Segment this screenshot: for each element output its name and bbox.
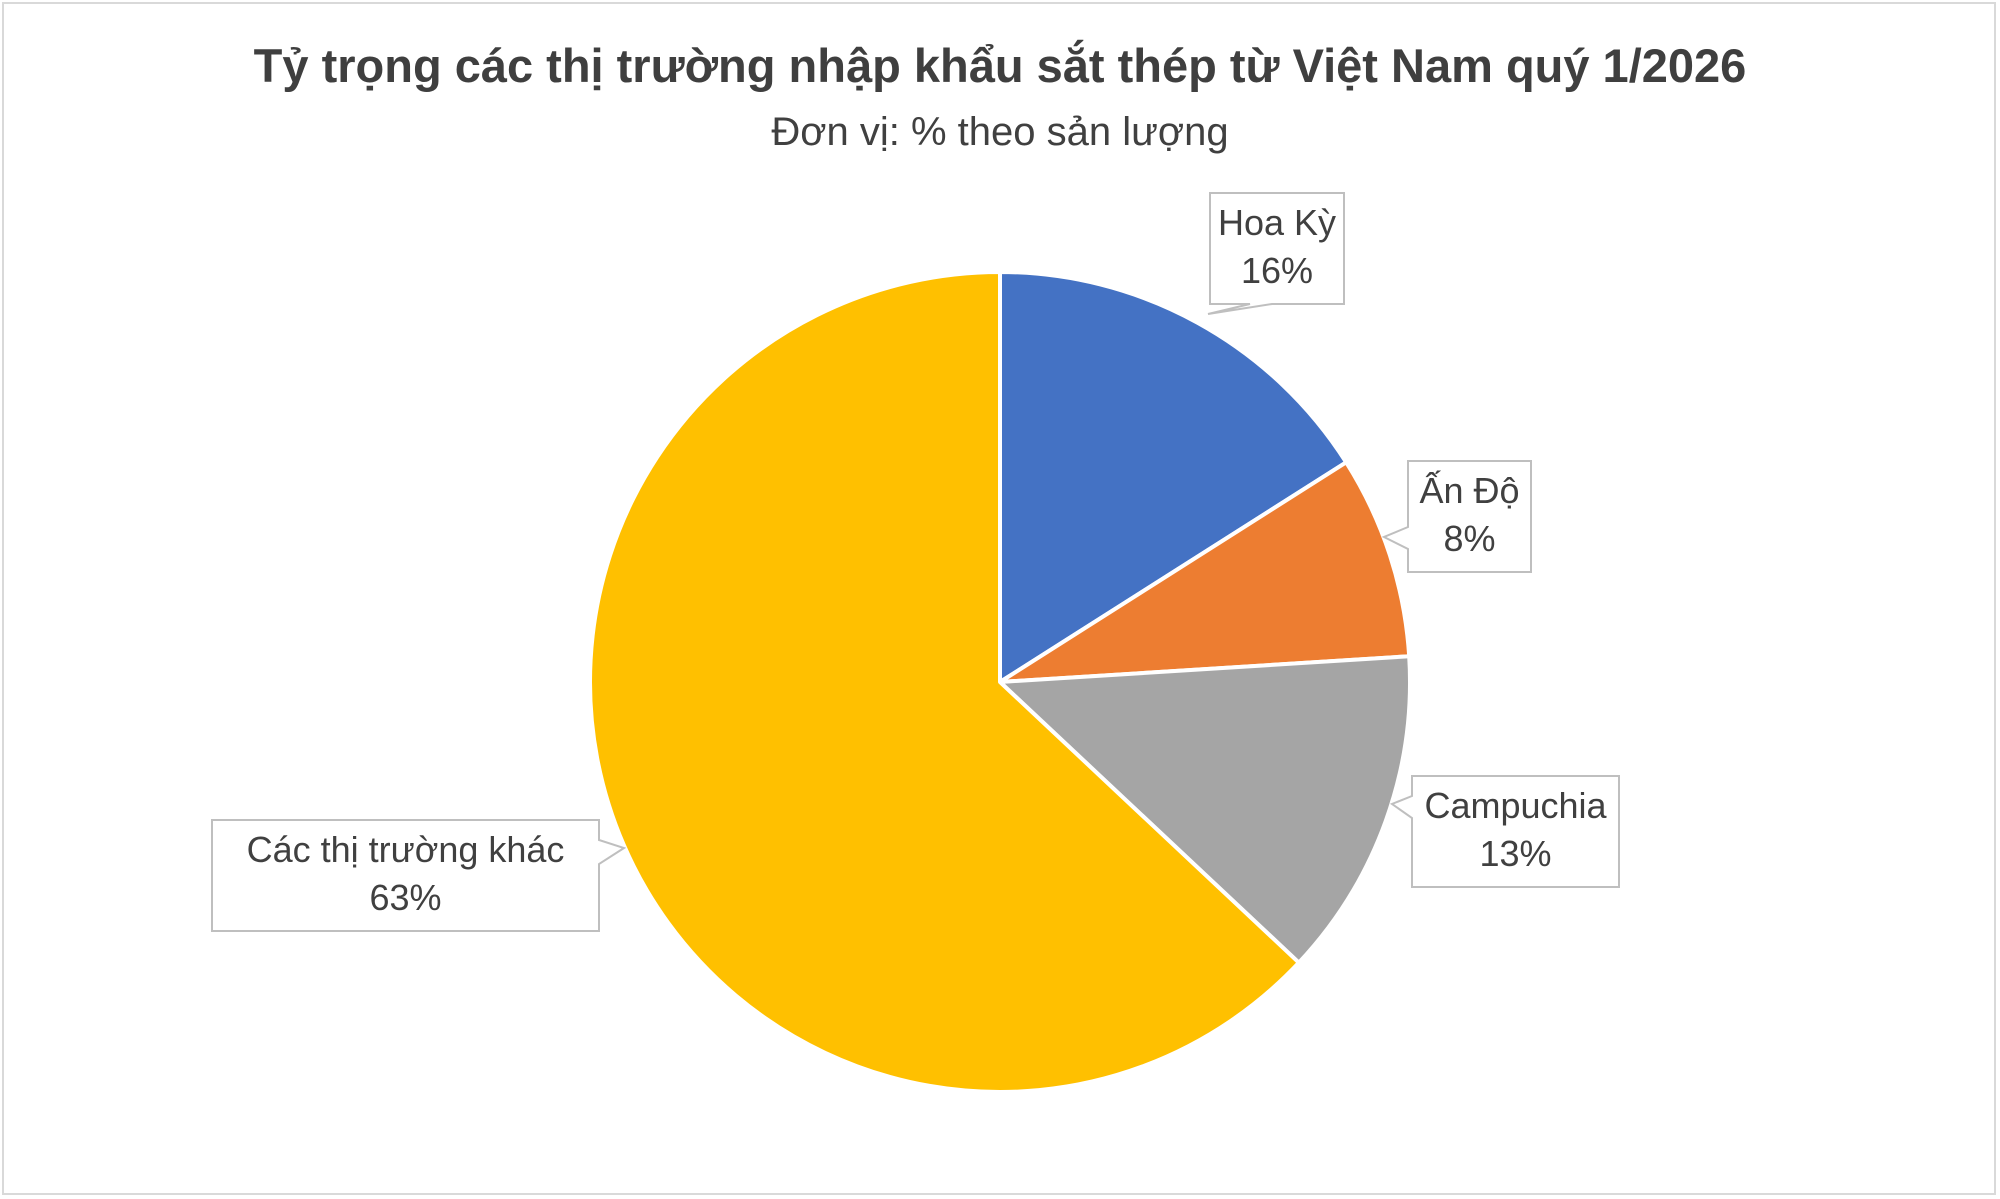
pie-slice-3 — [998, 654, 1412, 965]
pie-callouts: Hoa Kỳ 16% Ấn Độ 8% Campuchia 13% Các thị trườ… — [211, 192, 1620, 932]
pie-slice-4 — [588, 270, 1301, 1094]
data-label-value: 8% — [1443, 518, 1495, 559]
chart-subtitle: Đơn vị: % theo sản lượng — [771, 110, 1229, 154]
data-label-1: Hoa Kỳ 16% — [1207, 192, 1345, 315]
pie-slice-1 — [998, 270, 1349, 684]
data-label-box — [1207, 192, 1345, 315]
data-label-4: Các thị trường khác 63% — [211, 819, 627, 932]
pie-slices — [588, 270, 1412, 1094]
data-label-value: 63% — [369, 877, 441, 918]
data-label-category: Ấn Độ — [1419, 470, 1519, 511]
data-label-box — [211, 819, 627, 932]
pie-slice-2 — [998, 460, 1412, 684]
data-label-value: 16% — [1241, 250, 1313, 291]
data-label-category: Hoa Kỳ — [1218, 202, 1336, 243]
data-label-box — [1389, 775, 1620, 888]
data-label-value: 13% — [1479, 833, 1551, 874]
data-label-3: Campuchia 13% — [1389, 775, 1620, 888]
data-label-category: Campuchia — [1424, 785, 1607, 826]
data-label-category: Các thị trường khác — [247, 829, 565, 870]
data-label-2: Ấn Độ 8% — [1381, 460, 1532, 573]
data-label-box — [1381, 460, 1532, 573]
chart-title: Tỷ trọng các thị trường nhập khẩu sắt th… — [253, 39, 1747, 92]
